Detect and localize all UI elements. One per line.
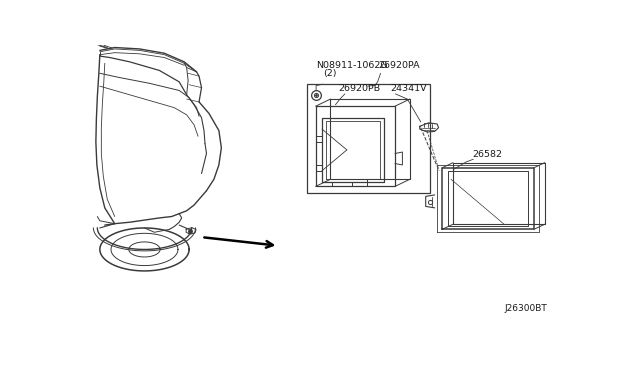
Bar [307, 84, 430, 193]
Text: N08911-1062G: N08911-1062G [316, 61, 388, 70]
Text: 26920PA: 26920PA [379, 61, 420, 70]
Text: 26920PB: 26920PB [338, 84, 380, 93]
Text: 24341V: 24341V [390, 84, 427, 93]
Text: (2): (2) [323, 68, 337, 78]
Text: 26582: 26582 [472, 150, 502, 159]
Text: J26300BT: J26300BT [504, 304, 547, 313]
